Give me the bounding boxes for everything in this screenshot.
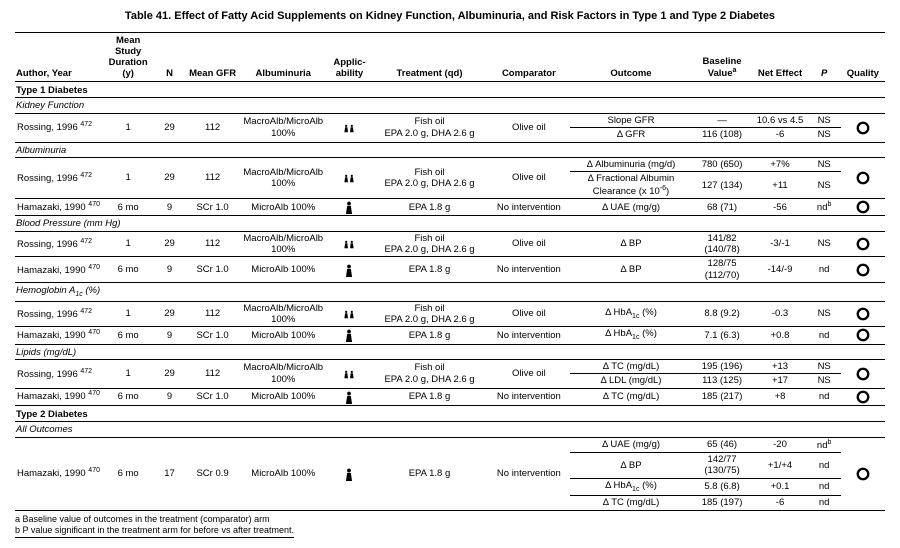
person-icon [342, 200, 356, 214]
quality-icon [856, 200, 870, 214]
person-icon [342, 121, 356, 135]
hdr-author: Author, Year [15, 33, 103, 82]
table-title: Table 41. Effect of Fatty Acid Supplemen… [15, 10, 885, 22]
person-icon [342, 328, 356, 342]
table-row: Hamazaki, 1990 470 6 mo 9 SCr 1.0 MicroA… [15, 388, 885, 405]
table-row: Hamazaki, 1990 470 6 mo 17 SCr 0.9 Micro… [15, 437, 885, 453]
person-icon [342, 390, 356, 404]
person-icon [342, 467, 356, 481]
person-icon [342, 367, 356, 381]
person-icon [342, 307, 356, 321]
hdr-out: Outcome [570, 33, 691, 82]
hdr-dur: Mean Study Duration (y) [103, 33, 153, 82]
hdr-gfr: Mean GFR [186, 33, 239, 82]
table-row: Rossing, 1996 472 1 29 112 MacroAlb/Micr… [15, 113, 885, 127]
quality-icon [856, 328, 870, 342]
table-row: Hamazaki, 1990 470 6 mo 9 SCr 1.0 MicroA… [15, 257, 885, 283]
hdr-treat: Treatment (qd) [372, 33, 488, 82]
table-row: Rossing, 1996 472 1 29 112 MacroAlb/Micr… [15, 231, 885, 257]
subsection-kf: Kidney Function [15, 98, 885, 113]
section-t2: Type 2 Diabetes [15, 405, 885, 421]
quality-icon [856, 307, 870, 321]
table-row: Hamazaki, 1990 470 6 mo 9 SCr 1.0 MicroA… [15, 199, 885, 216]
subsection-hba: Hemoglobin A1c (%) [15, 283, 885, 301]
person-icon [342, 237, 356, 251]
quality-icon [856, 367, 870, 381]
quality-icon [856, 263, 870, 277]
subsection-au: Albuminuria [15, 142, 885, 157]
person-icon [342, 263, 356, 277]
hdr-p: P [808, 33, 841, 82]
footnote-a: a Baseline value of outcomes in the trea… [15, 514, 885, 526]
data-table: Author, Year Mean Study Duration (y) N M… [15, 32, 885, 511]
quality-icon [856, 237, 870, 251]
subsection-all: All Outcomes [15, 422, 885, 437]
hdr-app: Applic-ability [327, 33, 371, 82]
quality-icon [856, 171, 870, 185]
table-row: Rossing, 1996 472 1 29 112 MacroAlb/Micr… [15, 359, 885, 373]
footnote-b: b P value significant in the treatment a… [15, 525, 294, 538]
table-row: Hamazaki, 1990 470 6 mo 9 SCr 1.0 MicroA… [15, 327, 885, 344]
table-row: Rossing, 1996 472 1 29 112 MacroAlb/Micr… [15, 301, 885, 327]
hdr-q: Quality [841, 33, 885, 82]
hdr-base: Baseline Valuea [692, 33, 753, 82]
section-t1: Type 1 Diabetes [15, 82, 885, 98]
quality-icon [856, 121, 870, 135]
hdr-n: N [153, 33, 186, 82]
quality-icon [856, 390, 870, 404]
quality-icon [856, 467, 870, 481]
table-row: Rossing, 1996 472 1 29 112 MacroAlb/Micr… [15, 157, 885, 171]
hdr-alb: Albuminuria [239, 33, 327, 82]
hdr-net: Net Effect [752, 33, 807, 82]
subsection-lip: Lipids (mg/dL) [15, 344, 885, 359]
hdr-comp: Comparator [487, 33, 570, 82]
subsection-bp: Blood Pressure (mm Hg) [15, 216, 885, 231]
person-icon [342, 171, 356, 185]
